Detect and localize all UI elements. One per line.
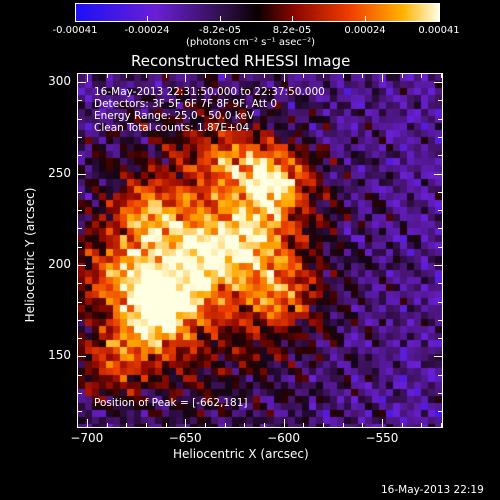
colorbar-ticks <box>75 16 440 22</box>
colorbar-tick-label: 8.2e-05 <box>272 25 312 36</box>
colorbar-tick-label: 0.00024 <box>344 25 386 36</box>
y-tick-label: 150 <box>48 348 71 363</box>
x-axis-label: Heliocentric X (arcsec) <box>173 447 309 461</box>
y-tick-label: 200 <box>48 257 71 272</box>
y-axis-label: Heliocentric Y (arcsec) <box>23 187 37 323</box>
x-tick-label: −600 <box>267 431 301 445</box>
colorbar-tick-label: -8.2e-05 <box>199 25 241 36</box>
y-tick-label: 300 <box>48 74 71 89</box>
colorbar-tick-label: -0.00041 <box>52 25 98 36</box>
colorbar-tick-label: -0.00024 <box>124 25 170 36</box>
annotation-clean-counts: Clean Total counts: 1.87E+04 <box>94 122 250 134</box>
annotation-time-range: 16-May-2013 22:31:50.000 to 22:37:50.000 <box>94 86 325 98</box>
peak-position-label: Position of Peak = [-662,181] <box>94 397 248 409</box>
colorbar-tick-label: 0.00041 <box>418 25 460 36</box>
footer-timestamp: 16-May-2013 22:19 <box>381 484 484 496</box>
heatmap-image <box>78 74 442 427</box>
y-tick-label: 250 <box>48 165 71 180</box>
annotation-energy-range: Energy Range: 25.0 - 50.0 keV <box>94 110 255 122</box>
annotation-detectors: Detectors: 3F 5F 6F 7F 8F 9F, Att 0 <box>94 98 278 110</box>
x-tick-label: −700 <box>70 431 104 445</box>
x-tick-label: −550 <box>365 431 399 445</box>
colorbar-units: (photons cm⁻² s⁻¹ asec⁻²) <box>186 37 316 48</box>
chart-title: Reconstructed RHESSI Image <box>131 52 351 70</box>
plot-area <box>77 73 443 428</box>
colorbar <box>75 3 440 22</box>
x-tick-label: −650 <box>168 431 202 445</box>
